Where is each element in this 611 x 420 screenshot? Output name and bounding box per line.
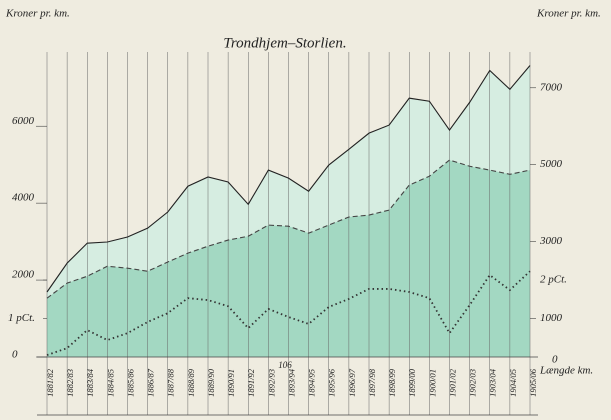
x-tick-label: 1892/93 (266, 369, 276, 397)
y2-label: Kroner pr. km. (536, 8, 601, 20)
y-tick-label: 2000 (12, 269, 35, 281)
x-tick-label: 1882/83 (65, 369, 75, 397)
x-tick-label: 1886/87 (146, 368, 156, 397)
x-tick-label: 1899/00 (407, 368, 417, 397)
x-tick-label: 1901/02 (447, 368, 457, 397)
x-tick-label: 1881/82 (45, 368, 55, 397)
x-tick-label: 1895/96 (327, 368, 337, 397)
length-label: Længde km. (539, 365, 593, 377)
pct-tick-label: 2 pCt. (540, 274, 567, 286)
x-tick-label: 1883/84 (85, 368, 95, 397)
x-tick-label: 1890/91 (226, 369, 236, 397)
x-tick-label: 1888/89 (186, 368, 196, 397)
y-tick-label: 6000 (12, 115, 35, 127)
plot (46, 52, 531, 415)
x-tick-label: 1884/85 (105, 369, 115, 397)
pct-tick-label: 1 pCt. (8, 312, 35, 324)
series-line (46, 159, 531, 299)
y2-tick-label: 5000 (540, 158, 563, 170)
x-tick-label: 1902/03 (468, 369, 478, 397)
x-tick-label: 1893/94 (286, 368, 296, 397)
annotation: 106 (278, 360, 292, 370)
y-tick-label: 0 (12, 349, 18, 361)
x-tick-label: 1904/05 (508, 369, 518, 397)
x-tick-label: 1900/01 (427, 369, 437, 397)
x-tick-label: 1897/98 (367, 368, 377, 397)
y-tick-label: 4000 (12, 192, 35, 204)
y2-tick-label: 3000 (539, 235, 563, 247)
x-tick-label: 1889/90 (206, 368, 216, 397)
x-tick-label: 1887/88 (166, 368, 176, 397)
x-tick-label: 1891/92 (246, 368, 256, 397)
x-tick-label: 1903/04 (488, 368, 498, 397)
x-tick-label: 1896/97 (347, 368, 357, 397)
length-tick-label: 0 (552, 354, 558, 366)
chart-title: Trondhjem–Storlien. (223, 35, 346, 51)
x-tick-label: 1905/06 (528, 368, 538, 397)
y2-tick-label: 7000 (540, 81, 563, 93)
x-tick-label: 1894/95 (307, 369, 317, 397)
y2-tick-label: 1000 (540, 312, 563, 324)
x-tick-label: 1885/86 (125, 368, 135, 397)
y-label: Kroner pr. km. (5, 8, 70, 20)
series-line (46, 65, 531, 293)
x-tick-label: 1898/99 (387, 368, 397, 397)
